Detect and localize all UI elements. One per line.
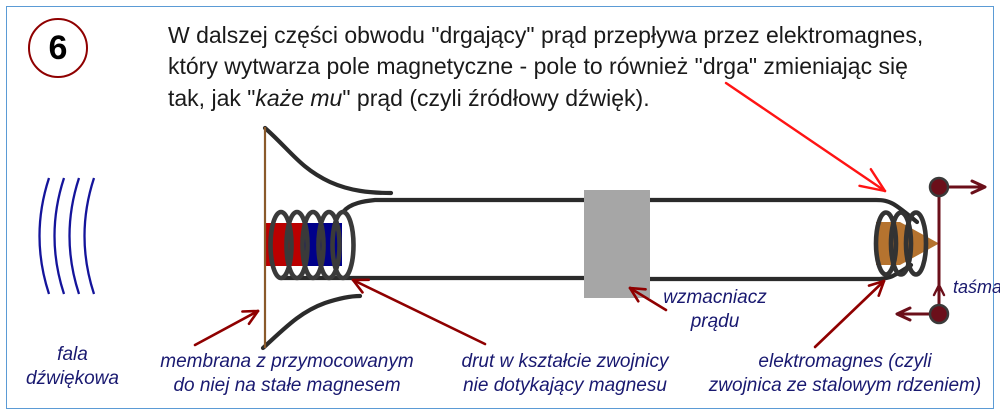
svg-text:taśma: taśma	[953, 277, 1000, 297]
